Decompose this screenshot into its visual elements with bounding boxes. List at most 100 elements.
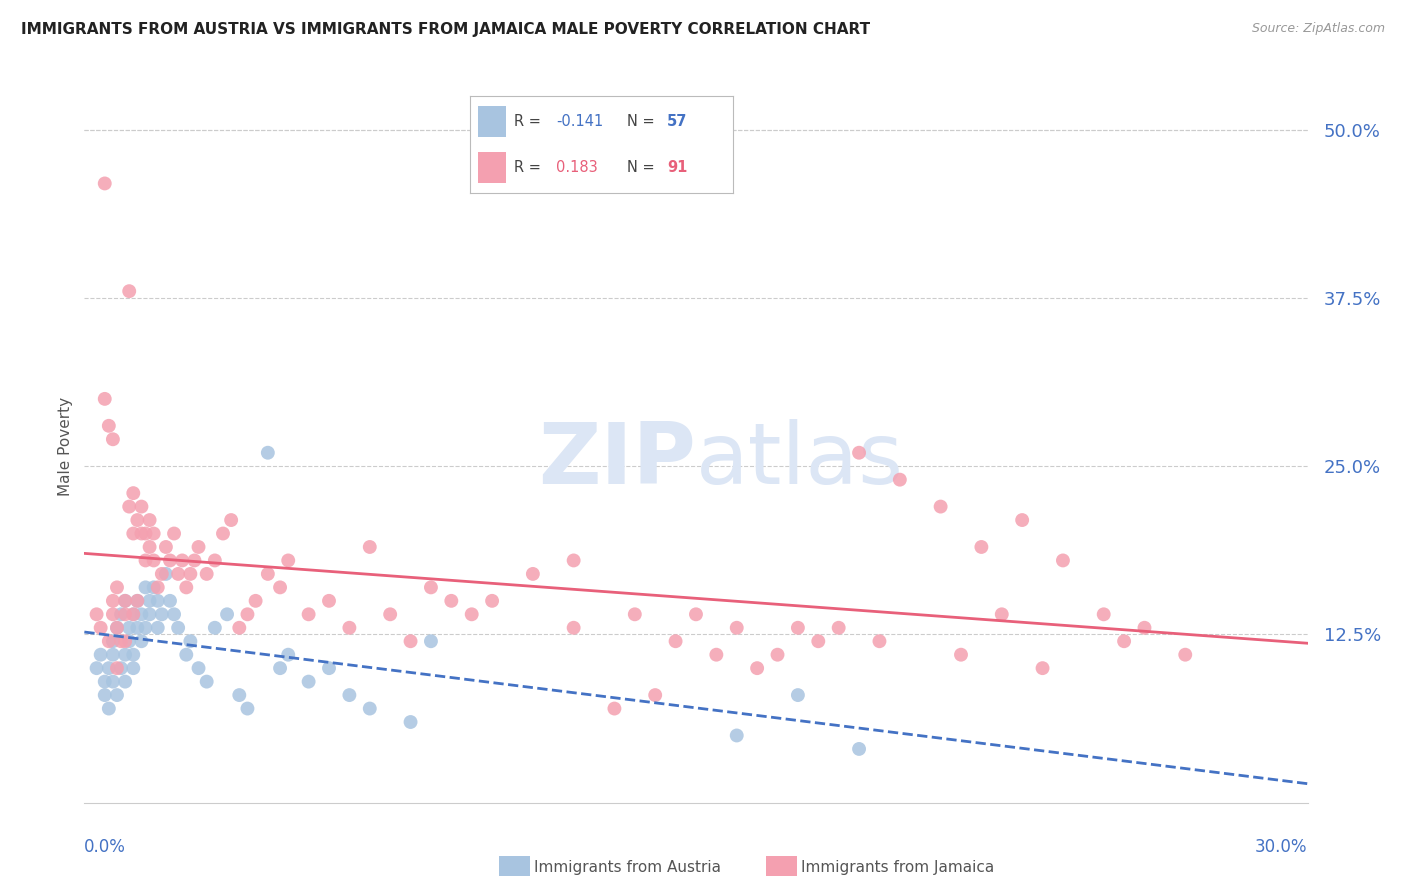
Point [138,540,160,554]
Y-axis label: Male Poverty: Male Poverty [58,396,73,496]
Point [187,661,209,675]
Point [624,607,647,622]
Point [97,418,120,433]
Point [991,607,1014,622]
Point [277,553,299,567]
Point [725,729,748,743]
Point [159,594,181,608]
Point [110,607,132,622]
Point [114,674,136,689]
Point [93,688,115,702]
Point [236,607,259,622]
Point [766,648,789,662]
Point [174,648,197,662]
Point [127,513,149,527]
Point [110,634,132,648]
Point [167,621,190,635]
Point [603,701,626,715]
Point [127,594,149,608]
Point [122,607,145,622]
Point [869,634,891,648]
Point [101,648,124,662]
Point [725,621,748,635]
Point [481,594,503,608]
Point [163,607,186,622]
Point [1011,513,1033,527]
Point [950,648,973,662]
Point [105,688,128,702]
Point [339,621,360,635]
Point [131,634,153,648]
Point [105,661,128,675]
Point [135,553,157,567]
Point [138,607,160,622]
Point [889,473,911,487]
Point [298,674,321,689]
Text: 30.0%: 30.0% [1256,838,1308,856]
Point [172,553,194,567]
Point [318,594,340,608]
Point [787,621,810,635]
Point [195,674,218,689]
Point [90,621,112,635]
Point [159,553,181,567]
Text: IMMIGRANTS FROM AUSTRIA VS IMMIGRANTS FROM JAMAICA MALE POVERTY CORRELATION CHAR: IMMIGRANTS FROM AUSTRIA VS IMMIGRANTS FR… [21,22,870,37]
Point [97,701,120,715]
Point [135,580,157,594]
Point [122,486,145,500]
Point [114,594,136,608]
Point [150,566,173,581]
Point [704,648,728,662]
Point [269,661,291,675]
Point [787,688,810,702]
Point [118,634,141,648]
Point [187,540,209,554]
Point [131,500,153,514]
Point [114,607,136,622]
Point [1092,607,1115,622]
Point [138,513,160,527]
Point [101,607,124,622]
Point [562,553,585,567]
Point [380,607,402,622]
Point [138,594,160,608]
Point [685,607,707,622]
Point [163,526,186,541]
Point [118,500,141,514]
Point [135,526,157,541]
Point [228,688,250,702]
Point [204,621,226,635]
Point [155,566,177,581]
Point [1052,553,1074,567]
Point [86,607,108,622]
Point [217,607,239,622]
Point [97,661,120,675]
Text: 0.0%: 0.0% [84,838,127,856]
Point [1174,648,1197,662]
Point [228,621,250,635]
Point [277,648,299,662]
Point [339,688,360,702]
Point [131,607,153,622]
Point [747,661,769,675]
Point [114,648,136,662]
Point [420,634,443,648]
Point [122,607,145,622]
Point [131,526,153,541]
Point [101,432,124,446]
Point [440,594,463,608]
Point [127,621,149,635]
Point [664,634,686,648]
Point [101,674,124,689]
Point [146,621,169,635]
Point [122,661,145,675]
Point [105,621,128,635]
Point [562,621,585,635]
Point [219,513,242,527]
Point [101,634,124,648]
Point [135,621,157,635]
Point [93,177,115,191]
Point [420,580,443,594]
Point [848,742,870,756]
Point [970,540,993,554]
